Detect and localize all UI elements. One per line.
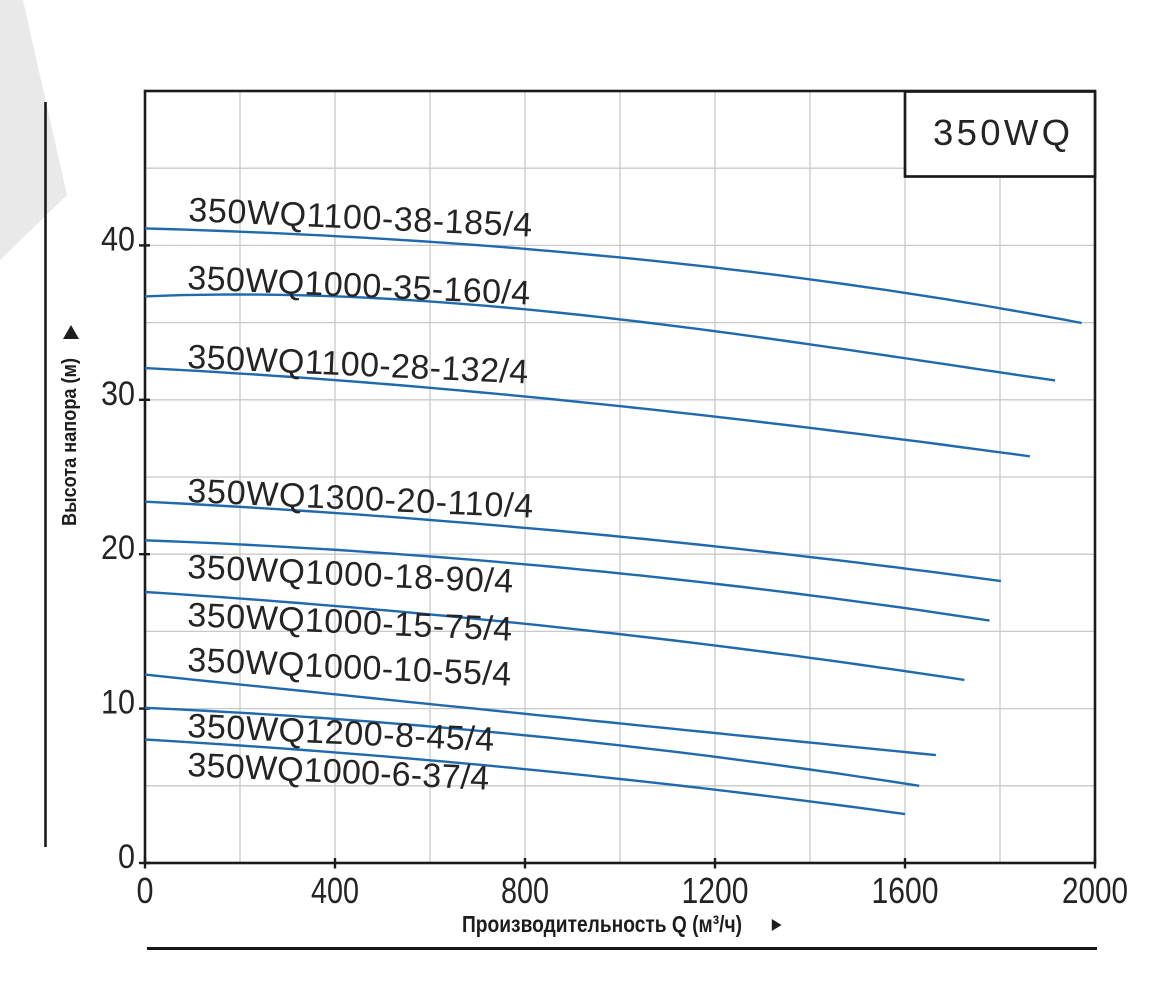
svg-text:1200: 1200 [682, 870, 749, 911]
svg-text:10: 10 [101, 684, 135, 722]
svg-text:350WQ1000-35-160/4: 350WQ1000-35-160/4 [187, 259, 531, 313]
svg-text:350WQ1000-18-90/4: 350WQ1000-18-90/4 [187, 548, 514, 601]
svg-text:0: 0 [137, 870, 154, 911]
svg-text:350WQ1100-28-132/4: 350WQ1100-28-132/4 [187, 338, 529, 391]
svg-text:350WQ1300-20-110/4: 350WQ1300-20-110/4 [187, 472, 534, 526]
svg-text:20: 20 [101, 529, 135, 567]
svg-text:400: 400 [311, 870, 359, 911]
svg-text:Высота напора (м): Высота напора (м) [59, 358, 81, 526]
svg-text:2000: 2000 [1062, 870, 1128, 911]
svg-text:350WQ1000-10-55/4: 350WQ1000-10-55/4 [187, 641, 512, 694]
svg-text:350WQ1000-15-75/4: 350WQ1000-15-75/4 [187, 596, 513, 649]
svg-text:40: 40 [101, 220, 135, 258]
svg-text:1600: 1600 [872, 870, 939, 911]
svg-text:0: 0 [118, 838, 135, 876]
svg-text:Производительность Q (м³/ч): Производительность Q (м³/ч) [462, 911, 742, 937]
svg-text:800: 800 [501, 870, 549, 911]
svg-text:30: 30 [101, 375, 135, 413]
